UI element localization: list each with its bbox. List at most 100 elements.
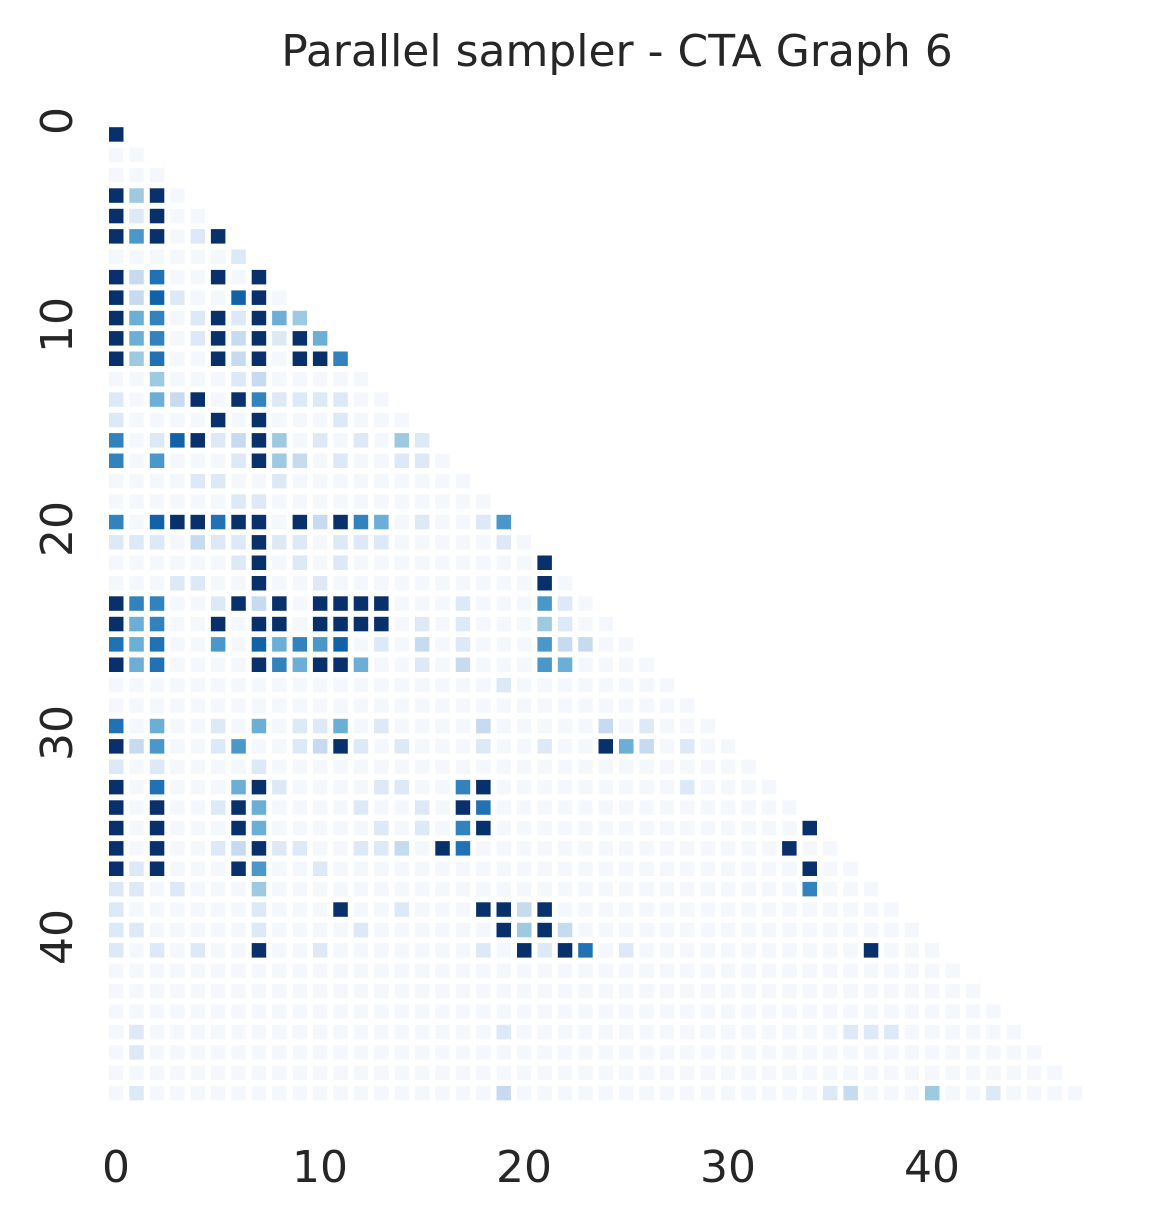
heatmap-cell [496, 535, 511, 550]
heatmap-cell [435, 881, 450, 897]
heatmap-cell [210, 249, 226, 264]
heatmap-cell [272, 1065, 287, 1080]
heatmap-cell [557, 1004, 573, 1019]
heatmap-cell [312, 392, 328, 407]
heatmap-cell [109, 739, 124, 754]
heatmap-cell [312, 412, 328, 428]
heatmap-cell [374, 433, 389, 448]
heatmap-cell [761, 1045, 777, 1060]
heatmap-cell [639, 718, 654, 734]
heatmap-cell [741, 1004, 756, 1019]
heatmap-cell [190, 739, 205, 754]
heatmap-cell [109, 677, 124, 693]
heatmap-cell [659, 841, 675, 856]
heatmap-cell [129, 310, 144, 326]
heatmap-cell [557, 1065, 573, 1080]
heatmap-cell [741, 779, 756, 795]
heatmap-cell [170, 555, 185, 570]
heatmap-cell [884, 963, 899, 978]
heatmap-cell [353, 902, 369, 917]
heatmap-cell [272, 841, 287, 856]
heatmap-cell [517, 983, 532, 999]
heatmap-cell [884, 922, 899, 938]
heatmap-cell [333, 514, 348, 530]
heatmap-cell [129, 657, 144, 672]
heatmap-cell [109, 167, 124, 183]
heatmap-cell [823, 963, 838, 978]
heatmap-cell [149, 514, 165, 530]
heatmap-cell [1006, 1045, 1021, 1060]
heatmap-cell [312, 1065, 328, 1080]
heatmap-cell [414, 637, 430, 652]
heatmap-cell [129, 290, 144, 305]
heatmap-cell [129, 188, 144, 203]
heatmap-cell [190, 1024, 205, 1040]
heatmap-cell [353, 596, 369, 611]
heatmap-cell [251, 555, 267, 570]
heatmap-cell [1047, 1065, 1062, 1080]
heatmap-cell [619, 922, 634, 938]
heatmap-cell [353, 616, 369, 632]
heatmap-cell [129, 433, 144, 448]
heatmap-cell [557, 820, 573, 836]
heatmap-cell [109, 922, 124, 938]
heatmap-cell [496, 861, 511, 876]
heatmap-cell [802, 1065, 817, 1080]
heatmap-cell [231, 718, 246, 734]
heatmap-cell [109, 371, 124, 387]
heatmap-cell [700, 922, 715, 938]
heatmap-cell [333, 881, 348, 897]
heatmap-cell [598, 820, 613, 836]
heatmap-cell [476, 963, 491, 978]
heatmap-cell [476, 637, 491, 652]
heatmap-cell [598, 1065, 613, 1080]
heatmap-cell [761, 800, 777, 815]
heatmap-cell [374, 555, 389, 570]
heatmap-cell [700, 800, 715, 815]
heatmap-cell [659, 800, 675, 815]
heatmap-cell [721, 983, 736, 999]
x-tick-label: 40 [904, 1142, 960, 1193]
heatmap-cell [394, 922, 409, 938]
heatmap-cell [210, 535, 226, 550]
heatmap-cell [333, 1045, 348, 1060]
heatmap-cell [210, 759, 226, 774]
heatmap-cell [109, 453, 124, 468]
x-axis-ticks: 0 10 20 30 40 [102, 1142, 960, 1193]
heatmap-cell [170, 841, 185, 856]
heatmap-cell [190, 922, 205, 938]
heatmap-cell [863, 1004, 879, 1019]
heatmap-cell [149, 310, 165, 326]
heatmap-cell [333, 596, 348, 611]
heatmap-cell [170, 1004, 185, 1019]
heatmap-cell [639, 1024, 654, 1040]
heatmap-cell [210, 779, 226, 795]
y-axis-ticks: 0 10 20 30 40 [32, 107, 83, 965]
heatmap-cell [312, 922, 328, 938]
heatmap-cell [231, 412, 246, 428]
heatmap-cell [292, 718, 308, 734]
heatmap-cell [292, 739, 308, 754]
heatmap-cell [394, 983, 409, 999]
heatmap-cell [986, 1004, 1001, 1019]
heatmap-cell [292, 841, 308, 856]
heatmap-cell [292, 1004, 308, 1019]
heatmap-cell [639, 922, 654, 938]
heatmap-cell [170, 739, 185, 754]
heatmap-cell [517, 535, 532, 550]
heatmap-cell [109, 881, 124, 897]
heatmap-cell [292, 779, 308, 795]
heatmap-cell [639, 881, 654, 897]
heatmap-cell [353, 1045, 369, 1060]
heatmap-cell [782, 1085, 797, 1101]
heatmap-cell [598, 739, 613, 754]
heatmap-cell [272, 963, 287, 978]
heatmap-cell [414, 1004, 430, 1019]
heatmap-cell [272, 983, 287, 999]
heatmap-cell [353, 433, 369, 448]
heatmap-cell [190, 881, 205, 897]
heatmap-cell [312, 576, 328, 591]
heatmap-cell [251, 902, 267, 917]
heatmap-cell [741, 902, 756, 917]
heatmap-cell [170, 494, 185, 509]
